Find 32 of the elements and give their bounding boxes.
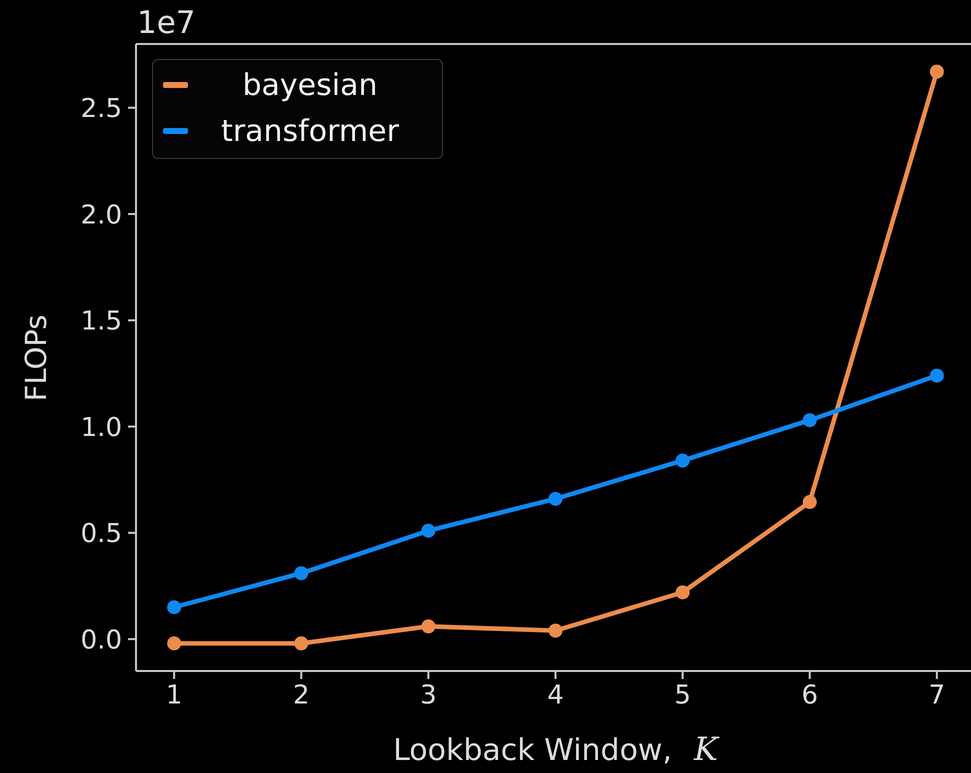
- point: [802, 413, 817, 428]
- point: [294, 636, 308, 650]
- point: [294, 566, 308, 580]
- point: [930, 64, 944, 79]
- point: [676, 585, 690, 600]
- x-tick-label: 4: [547, 680, 564, 710]
- y-tick-label: 0.0: [80, 625, 122, 656]
- legend-label: bayesian: [242, 68, 378, 102]
- y-tick-label: 1.0: [80, 412, 122, 443]
- point: [548, 492, 562, 506]
- point: [421, 619, 436, 634]
- point: [802, 495, 817, 510]
- y-tick-label: 2.0: [80, 200, 122, 230]
- x-tick-label: 6: [801, 680, 818, 710]
- text: 1e7: [137, 5, 196, 41]
- point: [421, 524, 436, 538]
- x-tick-label: 1: [166, 680, 182, 710]
- legend-label: transformer: [220, 114, 400, 148]
- x-tick-label: 3: [420, 680, 437, 710]
- x-tick-label: 7: [928, 680, 946, 710]
- y-tick-label: 2.5: [80, 94, 122, 124]
- point: [167, 600, 182, 614]
- y-tick-label: 0.5: [80, 519, 122, 550]
- point: [930, 368, 944, 383]
- point: [167, 636, 182, 650]
- x-tick-label: 5: [674, 680, 691, 710]
- y-axis-title: FLOPs: [19, 314, 53, 401]
- x-tick-label: 2: [292, 680, 310, 710]
- point: [548, 624, 562, 638]
- y-tick-label: 1.5: [80, 306, 122, 337]
- point: [676, 454, 690, 468]
- x-axis-title: Lookback Window, K: [393, 730, 718, 768]
